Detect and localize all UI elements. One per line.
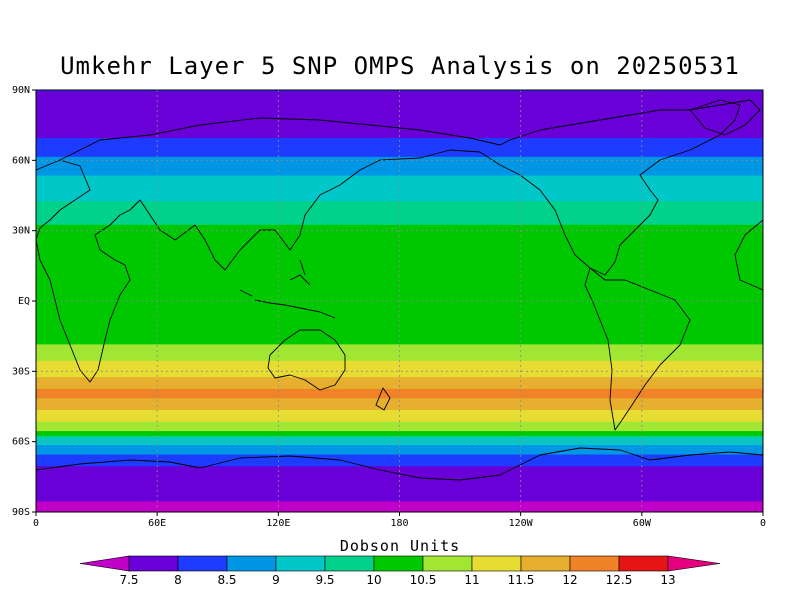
colorbar-label: 10.5 (410, 573, 437, 587)
colorbar-arrow-low (79, 555, 130, 572)
lat-tick-label: 90S (12, 507, 30, 518)
lon-tick-label: 120W (509, 518, 534, 529)
graticule (36, 90, 763, 512)
contour-band (36, 398, 763, 411)
contour-band (36, 377, 763, 390)
lon-tick-label: 60W (633, 518, 652, 529)
coast-greenland (689, 99, 761, 136)
colorbar-swatch (422, 555, 473, 572)
contour-band (36, 388, 763, 399)
contour-band (36, 360, 763, 378)
coast-asia-north (59, 117, 501, 161)
colorbar-arrow-high (667, 555, 721, 572)
lon-tick-label: 180 (390, 518, 408, 529)
colorbar-label: 8.5 (217, 573, 236, 587)
colorbar-label: 8 (174, 573, 182, 587)
contour-band (36, 435, 763, 439)
colorbar-label: 9 (272, 573, 280, 587)
colorbar-label: 9.5 (315, 573, 334, 587)
colorbar-label: 11 (464, 573, 479, 587)
coast-australia (267, 329, 346, 391)
colorbar-swatch (128, 555, 179, 572)
contour-band (36, 344, 763, 362)
colorbar-swatch (275, 555, 326, 572)
contour-band (36, 431, 763, 437)
latitude-axis: 90N 60N 30N EQ 30S 60S 90S (12, 85, 36, 518)
colorbar-swatch (177, 555, 228, 572)
coast-south-america (584, 267, 691, 431)
coast-africa-europe (36, 149, 501, 383)
colorbar: 7.5 8 8.5 9 9.5 10 10.5 11 11.5 12 12.5 13 (79, 555, 721, 587)
colorbar-title: Dobson Units (339, 537, 461, 555)
colorbar-swatch (471, 555, 522, 572)
contour-band (36, 224, 763, 345)
colorbar-swatch (324, 555, 375, 572)
coast-antarctica (36, 447, 763, 481)
colorbar-label: 7.5 (119, 573, 138, 587)
lon-tick-label: 0 (760, 518, 766, 529)
lon-tick-label: 0 (33, 518, 39, 529)
colorbar-label: 13 (660, 573, 675, 587)
longitude-axis: 0 60E 120E 180 120W 60W 0 (33, 512, 766, 529)
coastlines (36, 99, 763, 481)
lon-tick-label: 120E (266, 518, 290, 529)
coast-new-zealand (375, 387, 391, 411)
map-title: Umkehr Layer 5 SNP OMPS Analysis on 2025… (60, 52, 740, 80)
lat-tick-label: EQ (18, 296, 30, 307)
colorbar-label: 11.5 (508, 573, 535, 587)
colorbar-label: 12.5 (606, 573, 633, 587)
coast-western-edge (734, 219, 763, 291)
lat-tick-label: 60S (12, 437, 30, 448)
colorbar-swatch (520, 555, 571, 572)
coast-indonesia (239, 259, 336, 319)
lat-tick-label: 30S (12, 366, 30, 377)
lon-tick-label: 60E (148, 518, 166, 529)
contour-band (36, 201, 763, 226)
lat-tick-label: 30N (12, 226, 30, 237)
coast-north-america (499, 99, 741, 276)
colorbar-label: 12 (562, 573, 577, 587)
colorbar-swatch (569, 555, 620, 572)
colorbar-swatch (373, 555, 424, 572)
colorbar-label: 10 (366, 573, 381, 587)
lat-tick-label: 60N (12, 155, 30, 166)
lat-tick-label: 90N (12, 85, 30, 96)
colorbar-swatch (226, 555, 277, 572)
contour-band (36, 175, 763, 202)
colorbar-swatch (618, 555, 669, 572)
contour-band (36, 138, 763, 158)
